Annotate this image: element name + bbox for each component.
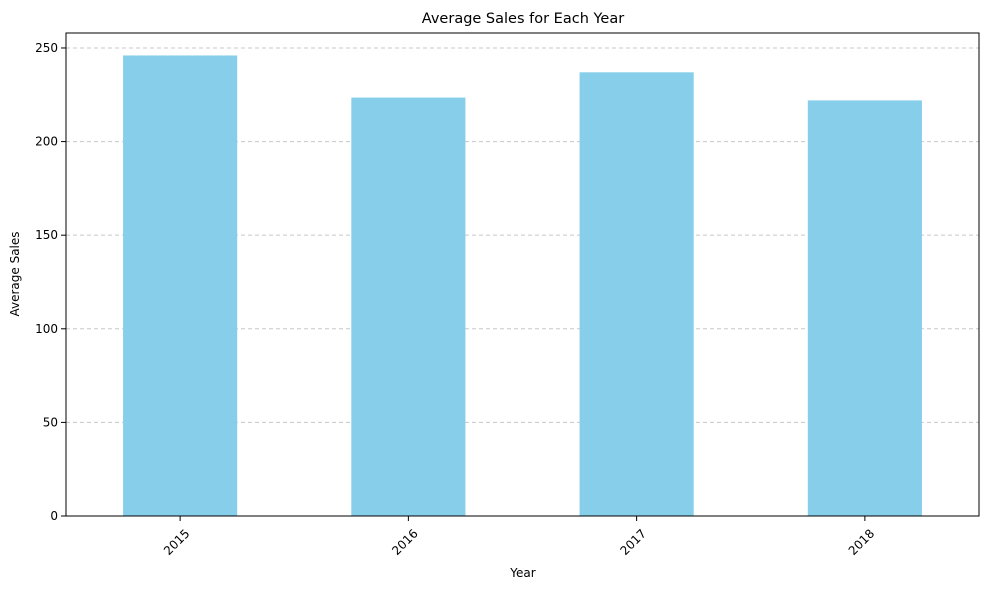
bar-2016 [351, 97, 466, 516]
x-tick-label: 2018 [846, 526, 877, 557]
x-axis-label: Year [509, 566, 535, 580]
grid-lines [66, 47, 979, 423]
x-tick-label: 2016 [389, 526, 420, 557]
x-tick-label: 2015 [161, 526, 192, 557]
y-tick-label: 200 [35, 135, 58, 149]
bars [123, 55, 922, 516]
y-axis-label: Average Sales [8, 231, 22, 316]
y-tick-label: 0 [50, 509, 58, 523]
bar-2017 [579, 72, 694, 516]
y-tick-label: 250 [35, 41, 58, 55]
x-tick-label: 2017 [617, 526, 648, 557]
x-axis-ticks: 2015 2016 2017 2018 [161, 516, 877, 558]
y-tick-label: 150 [35, 228, 58, 242]
y-tick-label: 100 [35, 322, 58, 336]
bar-2015 [123, 55, 238, 516]
chart-title: Average Sales for Each Year [422, 11, 624, 27]
bar-2018 [807, 100, 922, 516]
y-axis-ticks: 0 50 100 150 200 250 [35, 41, 66, 523]
plot-frame [65, 32, 980, 517]
y-tick-label: 50 [43, 415, 58, 429]
